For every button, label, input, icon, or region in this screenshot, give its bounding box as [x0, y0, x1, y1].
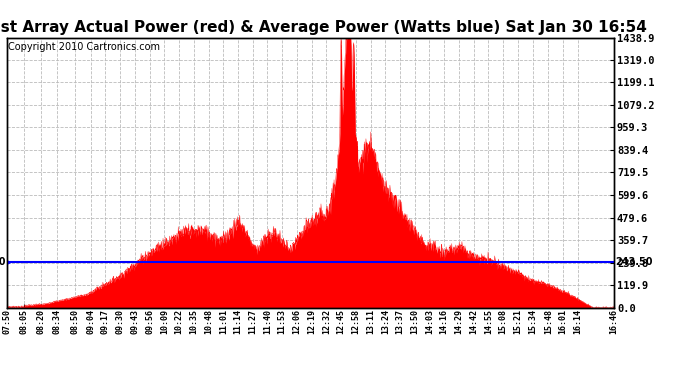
Text: 243.50: 243.50 — [615, 257, 653, 267]
Title: West Array Actual Power (red) & Average Power (Watts blue) Sat Jan 30 16:54: West Array Actual Power (red) & Average … — [0, 20, 647, 35]
Text: Copyright 2010 Cartronics.com: Copyright 2010 Cartronics.com — [8, 42, 160, 51]
Text: 243.50: 243.50 — [0, 257, 6, 267]
